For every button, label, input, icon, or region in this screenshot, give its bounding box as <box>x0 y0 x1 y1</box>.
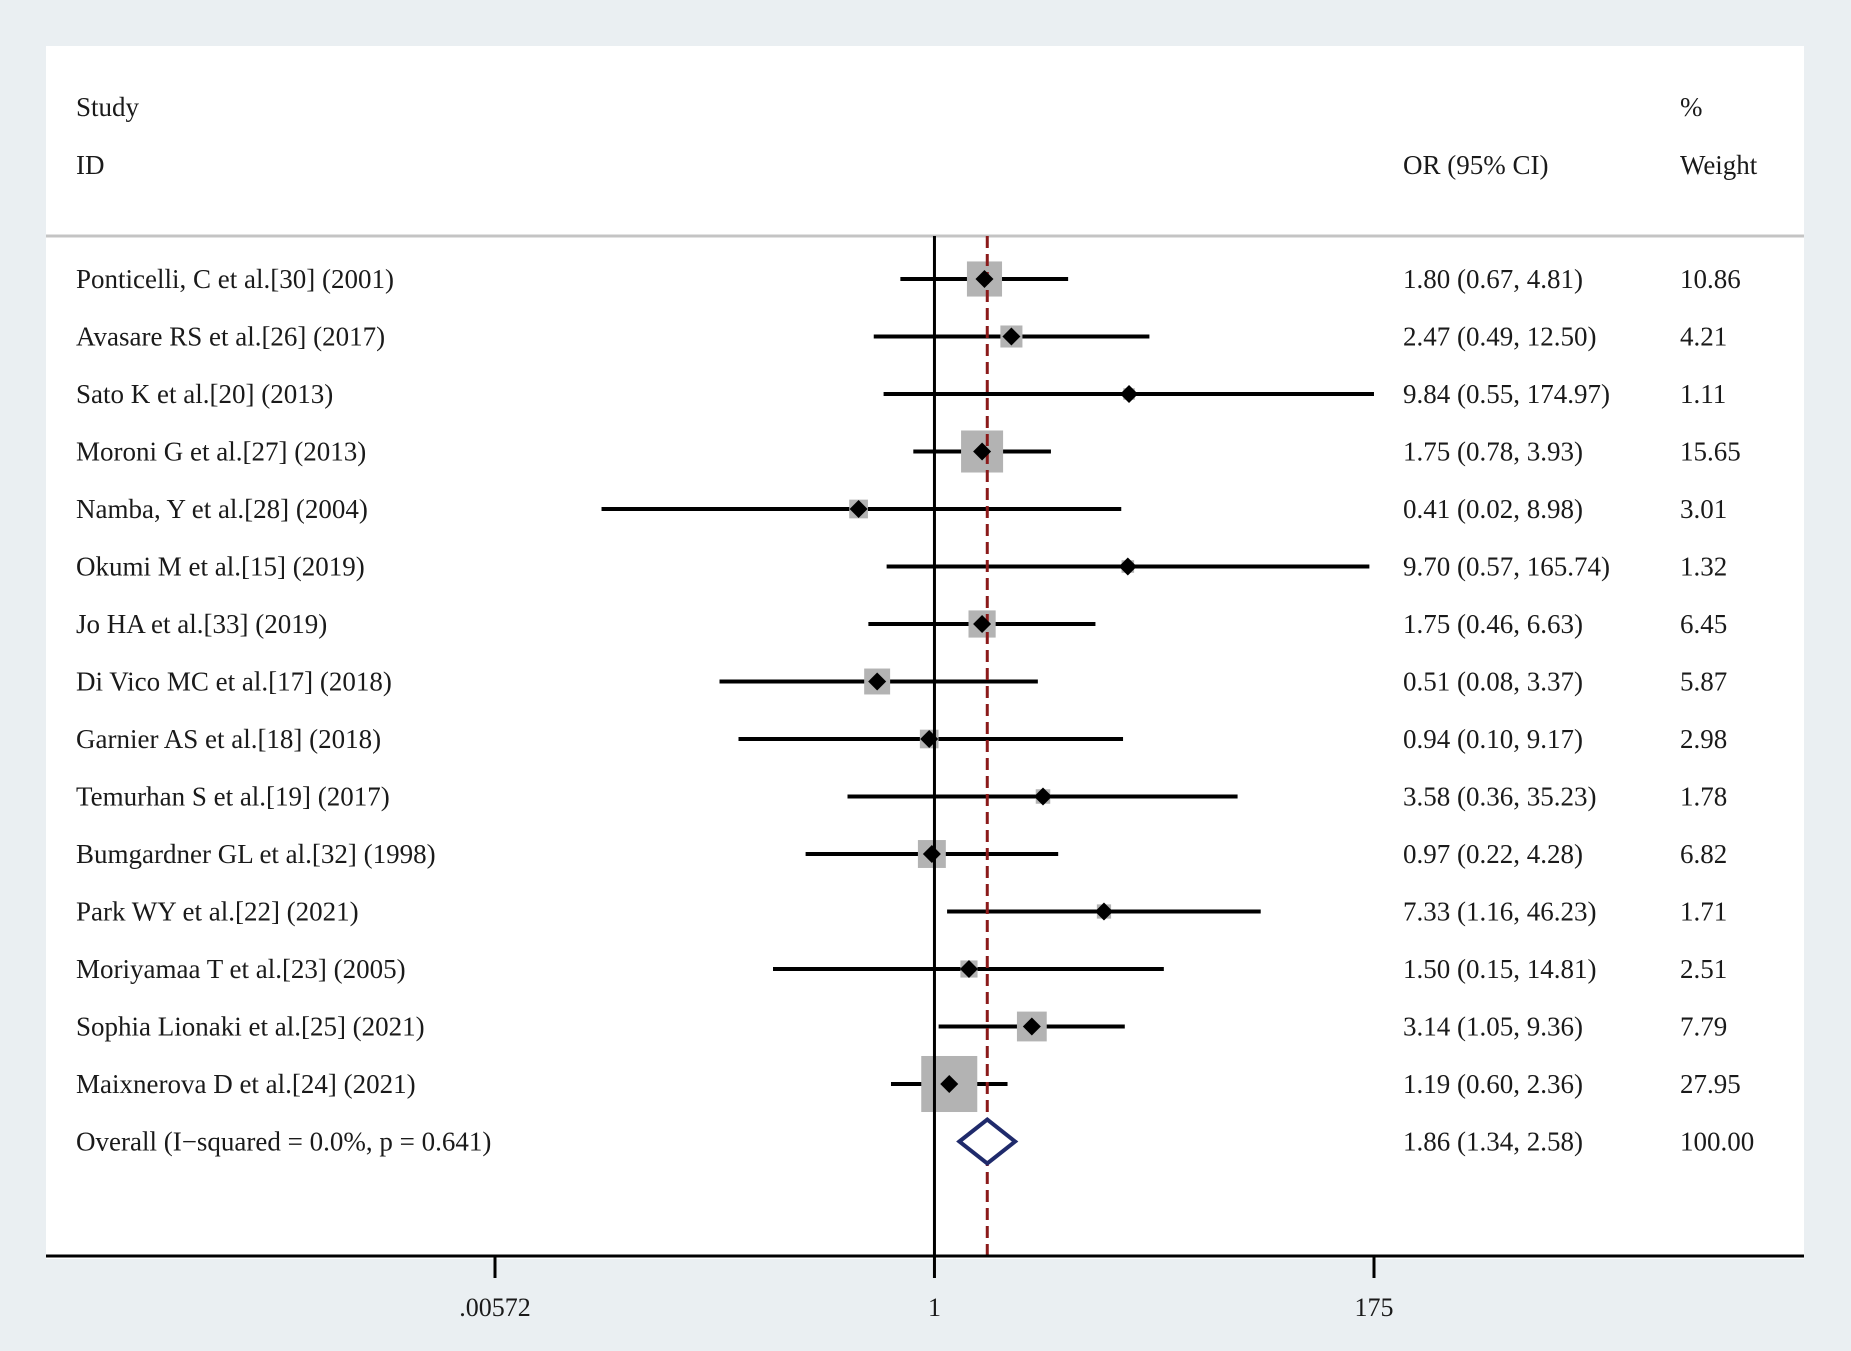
study-label: Sophia Lionaki et al.[25] (2021) <box>76 1012 425 1042</box>
x-axis-ticks-layer: .00572 1 175 <box>459 1256 1394 1322</box>
ci-value: 3.58 (0.36, 35.23) <box>1403 782 1596 812</box>
ci-value: 1.19 (0.60, 2.36) <box>1403 1069 1583 1099</box>
weight-value: 6.82 <box>1680 839 1727 869</box>
weight-value: 2.51 <box>1680 954 1727 984</box>
weight-header-line2: Weight <box>1680 150 1758 180</box>
study-header-line2: ID <box>76 150 105 180</box>
ci-value: 1.50 (0.15, 14.81) <box>1403 954 1596 984</box>
point-estimate-marker <box>1120 385 1139 403</box>
weight-header-line1: % <box>1680 92 1703 122</box>
point-estimate-marker <box>920 730 939 748</box>
study-label: Jo HA et al.[33] (2019) <box>76 609 327 639</box>
point-estimate-marker <box>973 615 992 633</box>
study-label: Avasare RS et al.[26] (2017) <box>76 322 385 352</box>
overall-weight-value: 100.00 <box>1680 1127 1754 1157</box>
point-estimate-marker <box>940 1075 959 1093</box>
point-estimate-marker <box>1094 902 1113 921</box>
study-header-line1: Study <box>76 92 140 122</box>
weight-value: 1.11 <box>1680 379 1726 409</box>
study-label: Okumi M et al.[15] (2019) <box>76 552 365 582</box>
point-estimate-marker <box>959 960 978 978</box>
point-estimates-layer <box>849 270 1139 1167</box>
x-tick-label: 175 <box>1355 1293 1394 1322</box>
ci-value: 0.97 (0.22, 4.28) <box>1403 839 1583 869</box>
study-label: Park WY et al.[22] (2021) <box>76 897 359 927</box>
weight-value: 7.79 <box>1680 1012 1727 1042</box>
point-estimate-marker <box>922 845 941 863</box>
weight-value: 1.71 <box>1680 897 1727 927</box>
study-label: Sato K et al.[20] (2013) <box>76 379 333 409</box>
point-estimate-marker <box>973 442 992 461</box>
study-label: Ponticelli, C et al.[30] (2001) <box>76 264 394 294</box>
weight-value: 15.65 <box>1680 437 1741 467</box>
weight-value: 10.86 <box>1680 264 1741 294</box>
study-label: Di Vico MC et al.[17] (2018) <box>76 667 392 697</box>
point-estimate-marker <box>849 500 868 518</box>
ci-value: 1.80 (0.67, 4.81) <box>1403 264 1583 294</box>
overall-ci-value: 1.86 (1.34, 2.58) <box>1403 1127 1583 1157</box>
study-label: Moriyamaa T et al.[23] (2005) <box>76 954 406 984</box>
ci-value: 3.14 (1.05, 9.36) <box>1403 1012 1583 1042</box>
study-label: Temurhan S et al.[19] (2017) <box>76 782 390 812</box>
ci-value: 9.84 (0.55, 174.97) <box>1403 379 1610 409</box>
weight-value: 3.01 <box>1680 494 1727 524</box>
point-estimate-marker <box>1022 1017 1041 1036</box>
weights-layer: 10.86 4.21 1.11 15.65 3.01 1.32 6.45 5.87 2.98 1.… <box>1680 264 1754 1157</box>
study-label: Maixnerova D et al.[24] (2021) <box>76 1069 416 1099</box>
study-label: Moroni G et al.[27] (2013) <box>76 437 366 467</box>
point-estimate-marker <box>1033 787 1052 806</box>
weight-value: 1.32 <box>1680 552 1727 582</box>
point-estimate-marker <box>868 672 887 691</box>
x-tick-label: .00572 <box>459 1293 531 1322</box>
weight-value: 4.21 <box>1680 322 1727 352</box>
overall-diamond <box>956 1116 1019 1167</box>
study-label: Namba, Y et al.[28] (2004) <box>76 494 368 524</box>
x-tick-label: 1 <box>928 1293 941 1322</box>
study-labels-layer: Ponticelli, C et al.[30] (2001) Avasare R… <box>76 264 491 1157</box>
ci-value: 9.70 (0.57, 165.74) <box>1403 552 1610 582</box>
point-estimate-marker <box>975 270 994 288</box>
weight-value: 5.87 <box>1680 667 1727 697</box>
ci-value: 1.75 (0.46, 6.63) <box>1403 609 1583 639</box>
point-estimate-marker <box>1118 557 1137 576</box>
ci-value: 0.41 (0.02, 8.98) <box>1403 494 1583 524</box>
weight-value: 1.78 <box>1680 782 1727 812</box>
ci-values-layer: 1.80 (0.67, 4.81) 2.47 (0.49, 12.50) 9.84 … <box>1403 264 1610 1157</box>
point-estimate-marker <box>1002 327 1021 346</box>
overall-label: Overall (I−squared = 0.0%, p = 0.641) <box>76 1127 491 1157</box>
ci-value: 1.75 (0.78, 3.93) <box>1403 437 1583 467</box>
study-label: Bumgardner GL et al.[32] (1998) <box>76 839 436 869</box>
ci-value: 7.33 (1.16, 46.23) <box>1403 897 1596 927</box>
ci-value: 0.51 (0.08, 3.37) <box>1403 667 1583 697</box>
ci-value: 0.94 (0.10, 9.17) <box>1403 724 1583 754</box>
ci-value: 2.47 (0.49, 12.50) <box>1403 322 1596 352</box>
weight-value: 27.95 <box>1680 1069 1741 1099</box>
weight-value: 2.98 <box>1680 724 1727 754</box>
weight-value: 6.45 <box>1680 609 1727 639</box>
study-label: Garnier AS et al.[18] (2018) <box>76 724 381 754</box>
or-ci-header: OR (95% CI) <box>1403 150 1548 180</box>
